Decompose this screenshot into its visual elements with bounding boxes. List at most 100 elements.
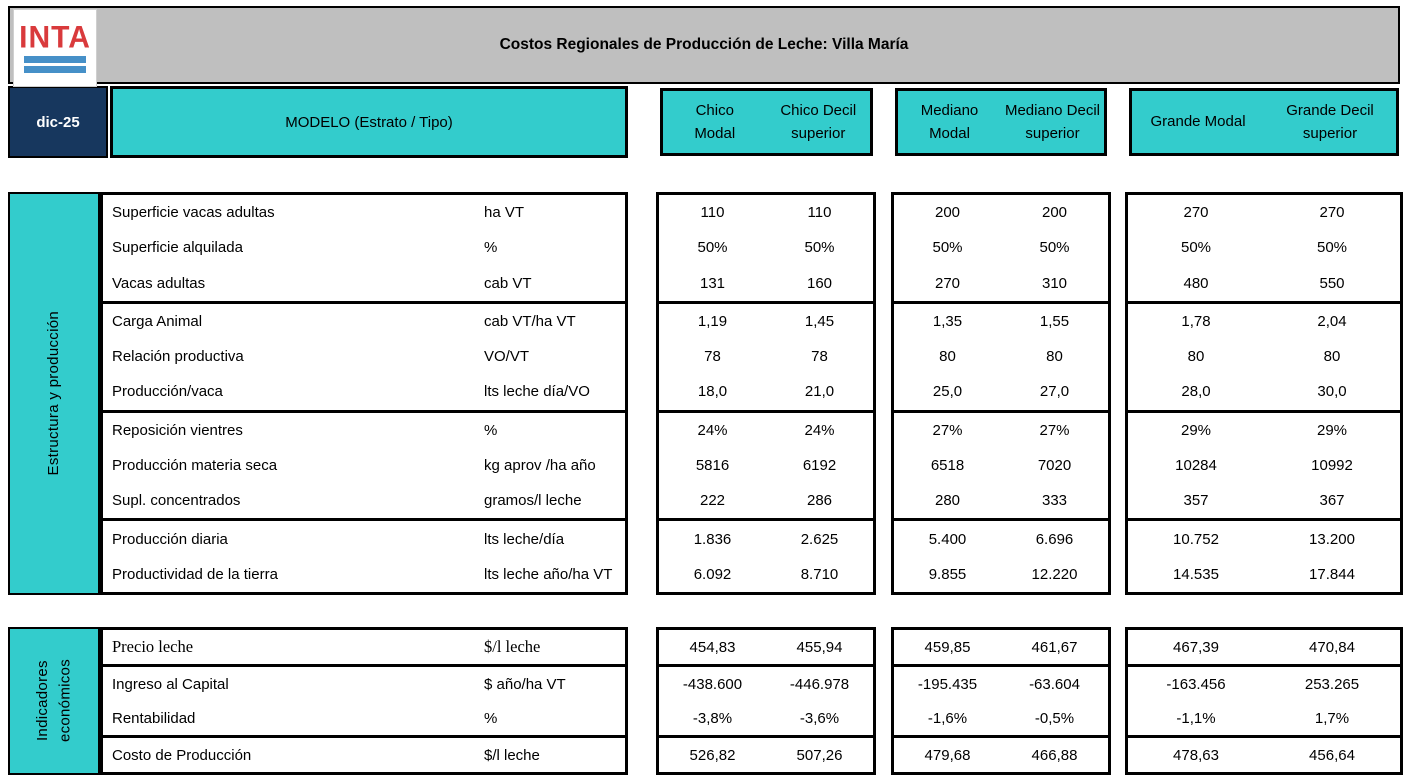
- table-row: 454,83 455,94: [659, 630, 873, 664]
- row-unit: $/l leche: [484, 746, 540, 764]
- table-row: 357 367: [1128, 483, 1400, 518]
- value-table-indicadores-mediano: 459,85 461,67 -195.435 -63.604 -1,6% -0,5% 479…: [891, 627, 1111, 775]
- row-unit: lts leche día/VO: [484, 383, 590, 401]
- row-group: 478,63 456,64: [1128, 735, 1400, 772]
- value-cell: 280: [934, 492, 961, 510]
- value-cell: -1,6%: [927, 709, 968, 727]
- column-header-mediano-decil-superior: Mediano Decil superior: [1004, 101, 1101, 142]
- table-row: 50% 50%: [1128, 230, 1400, 265]
- section-label-estructura: Estructura y producción: [8, 192, 100, 595]
- value-cell: -3,6%: [799, 709, 840, 727]
- value-table-estructura-chico: 110 110 50% 50% 131 160 1,19 1,45 78 78 18,0 21,0 24…: [656, 192, 876, 595]
- value-cell: 459,85: [924, 638, 971, 656]
- value-cell: 6518: [930, 457, 965, 475]
- row-unit: VO/VT: [484, 348, 530, 366]
- table-row: Supl. concentrados gramos/l leche: [103, 483, 625, 518]
- section-label-indicadores: Indicadores económicos: [8, 627, 100, 775]
- table-row: 78 78: [659, 339, 873, 374]
- value-cell: 110: [807, 204, 832, 222]
- table-row: 6.092 8.710: [659, 557, 873, 592]
- row-unit: $/l leche: [484, 637, 541, 656]
- table-row: 1,19 1,45: [659, 304, 873, 339]
- value-table-indicadores-grande: 467,39 470,84 -163.456 253.265 -1,1% 1,7% 478,…: [1125, 627, 1403, 775]
- value-cell: 131: [699, 274, 726, 292]
- row-group: -163.456 253.265 -1,1% 1,7%: [1128, 664, 1400, 735]
- table-row: 6518 7020: [894, 448, 1108, 483]
- row-group: Carga Animal cab VT/ha VT Relación product…: [103, 300, 625, 410]
- value-cell: 18,0: [697, 383, 728, 401]
- table-row: 10.752 13.200: [1128, 521, 1400, 556]
- table-row: -438.600 -446.978: [659, 667, 873, 701]
- table-row: Costo de Producción $/l leche: [103, 738, 625, 772]
- table-row: 5816 6192: [659, 448, 873, 483]
- value-cell: 80: [1323, 348, 1341, 366]
- value-cell: 14.535: [1173, 565, 1219, 583]
- table-row: Relación productiva VO/VT: [103, 339, 625, 374]
- row-group: 10.752 13.200 14.535 17.844: [1128, 518, 1400, 592]
- table-row: 29% 29%: [1128, 413, 1400, 448]
- value-cell: 550: [1319, 274, 1345, 292]
- table-row: 467,39 470,84: [1128, 630, 1400, 664]
- value-cell: 286: [806, 492, 833, 510]
- value-cell: 80: [939, 348, 956, 366]
- section-label-text: Indicadores económicos: [33, 659, 74, 743]
- value-cell: 30,0: [1317, 383, 1347, 401]
- row-label: Precio leche: [112, 637, 194, 656]
- value-cell: 1,35: [932, 312, 963, 330]
- table-row: 28,0 30,0: [1128, 374, 1400, 409]
- row-group: 1,78 2,04 80 80 28,0 30,0: [1128, 300, 1400, 410]
- table-row: 50% 50%: [659, 230, 873, 265]
- row-group: 24% 24% 5816 6192 222 286: [659, 409, 873, 519]
- row-label: Superficie alquilada: [112, 239, 243, 257]
- table-row: Reposición vientres%: [103, 413, 625, 448]
- row-group: 454,83 455,94: [659, 630, 873, 664]
- value-cell: 6.696: [1035, 530, 1074, 548]
- value-cell: 461,67: [1031, 638, 1078, 656]
- title-bar: Costos Regionales de Producción de Leche…: [8, 6, 1400, 84]
- row-unit: lts leche/día: [484, 530, 565, 548]
- value-cell: 466,88: [1031, 746, 1078, 764]
- table-row: 479,68 466,88: [894, 738, 1108, 772]
- row-group: 1,35 1,55 80 80 25,0 27,0: [894, 300, 1108, 410]
- value-cell: 200: [1041, 204, 1068, 222]
- table-row: Vacas adultas cab VT: [103, 266, 625, 301]
- row-label: Rentabilidad: [112, 709, 196, 727]
- value-cell: 12.220: [1031, 565, 1078, 583]
- value-cell: 27%: [932, 421, 963, 439]
- value-cell: 253.265: [1304, 675, 1360, 693]
- table-row: 222 286: [659, 483, 873, 518]
- row-unit: lts leche año/ha VT: [484, 565, 613, 583]
- value-cell: 9.855: [928, 565, 967, 583]
- value-cell: 1,55: [1039, 312, 1070, 330]
- value-cell: 8.710: [800, 565, 839, 583]
- table-row: 131 160: [659, 266, 873, 301]
- row-group: 479,68 466,88: [894, 735, 1108, 772]
- row-unit: %: [484, 709, 498, 727]
- value-cell: 78: [704, 348, 721, 366]
- table-row: Producción/vaca lts leche día/VO: [103, 374, 625, 409]
- row-unit: ha VT: [484, 204, 525, 222]
- row-label: Producción materia seca: [112, 457, 278, 475]
- value-cell: -3,8%: [692, 709, 733, 727]
- value-cell: -438.600: [682, 675, 743, 693]
- row-group: 1.836 2.625 6.092 8.710: [659, 518, 873, 592]
- value-cell: 27,0: [1039, 383, 1070, 401]
- row-group: Superficie vacas adultas ha VT Superficie …: [103, 195, 625, 301]
- table-row: 200 200: [894, 195, 1108, 230]
- column-header-chico-modal: Chico Modal: [694, 101, 736, 142]
- value-cell: 200: [934, 204, 961, 222]
- value-cell: -1,1%: [1176, 709, 1216, 727]
- row-group: 200 200 50% 50% 270 310: [894, 195, 1108, 301]
- table-row: 480 550: [1128, 266, 1400, 301]
- row-label: Producción/vaca: [112, 383, 223, 401]
- value-cell: 479,68: [924, 746, 971, 764]
- value-table-estructura-mediano: 200 200 50% 50% 270 310 1,35 1,55 80 80 25,0 27,0 27…: [891, 192, 1111, 595]
- row-group: 459,85 461,67: [894, 630, 1108, 664]
- value-cell: 50%: [1316, 239, 1348, 257]
- table-row: 526,82 507,26: [659, 738, 873, 772]
- value-cell: 110: [700, 204, 725, 222]
- value-cell: 28,0: [1181, 383, 1211, 401]
- value-cell: 80: [1046, 348, 1063, 366]
- value-cell: 310: [1041, 274, 1068, 292]
- value-cell: 160: [806, 274, 833, 292]
